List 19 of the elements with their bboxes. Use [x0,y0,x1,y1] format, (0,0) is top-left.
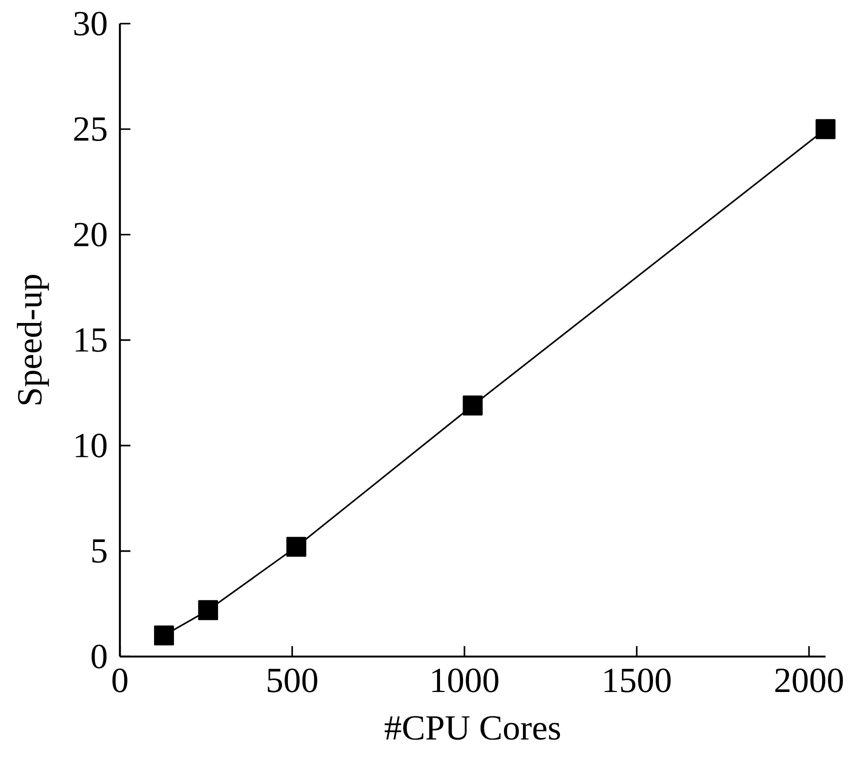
x-axis-title: #CPU Cores [384,716,560,740]
x-tick-label: 1500 [604,668,671,692]
point [198,600,218,620]
x-tick-label: 500 [268,668,318,692]
y-tick-label: 0 [92,644,107,669]
point [462,396,483,416]
y-axis-title: Speed-up [16,274,49,404]
point [286,536,306,557]
y-tick-label: 5 [92,539,107,563]
y-tick-label: 20 [74,222,107,247]
y-tick-label: 25 [74,117,107,142]
y-tick-label: 30 [74,12,107,36]
point [816,119,836,140]
x-tick-label: 2000 [775,668,843,692]
y-tick-label: 10 [76,434,107,458]
y-tick-label: 15 [76,328,107,352]
x-tick-label: 1000 [432,668,498,692]
point [154,626,174,646]
x-tick-label: 0 [112,668,128,692]
